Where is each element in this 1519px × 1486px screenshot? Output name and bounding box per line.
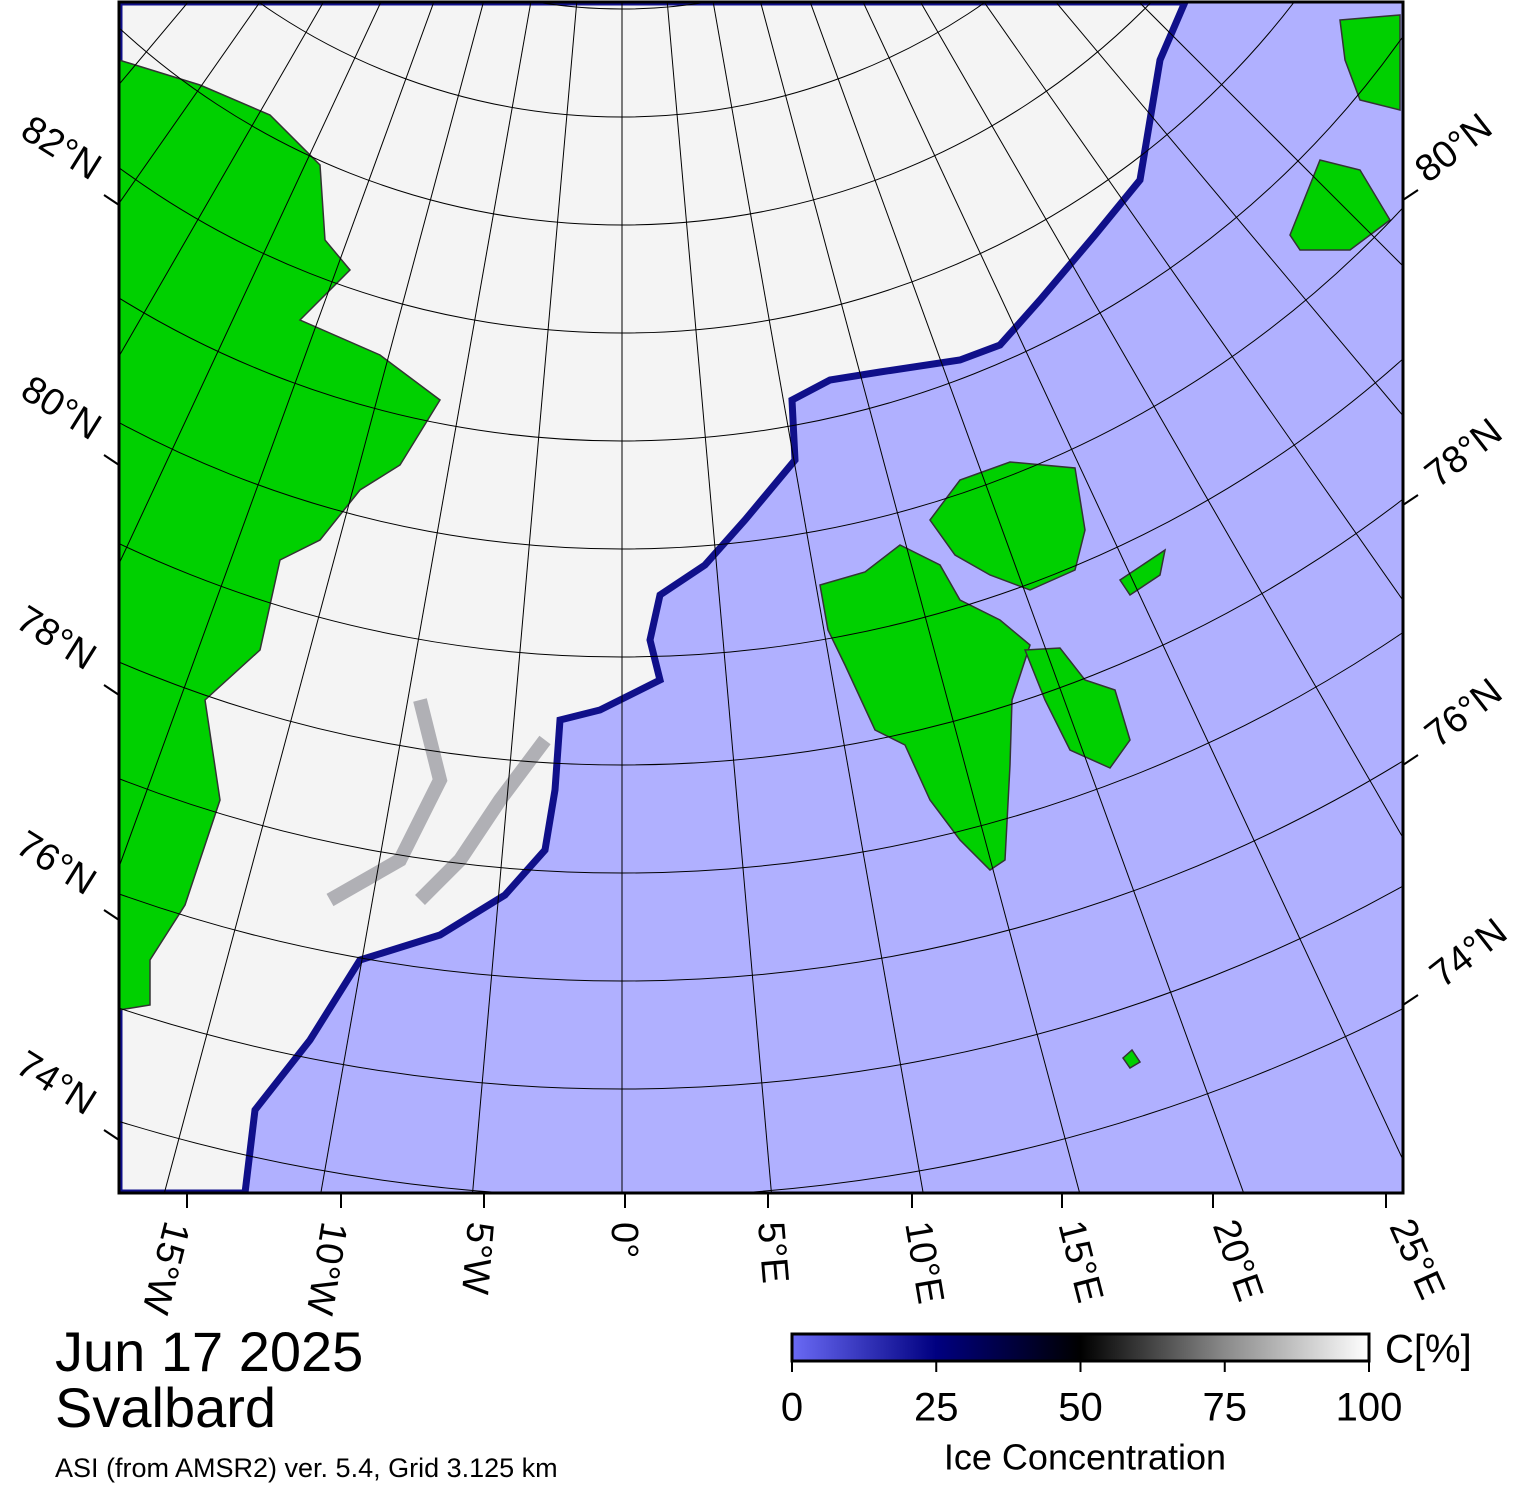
source: ASI (from AMSR2) ver. 5.4, Grid 3.125 km	[55, 1453, 558, 1483]
meridian	[712, 2, 924, 1193]
map-frame	[117, 0, 1405, 1195]
colorbar-label: Ice Concentration	[944, 1437, 1226, 1478]
meridian	[163, 2, 484, 1193]
greenland	[119, 59, 441, 1011]
meridian	[119, 2, 382, 565]
meridian	[666, 2, 772, 1193]
meridian	[809, 2, 1245, 1193]
lat-label: 80°N	[1407, 106, 1500, 191]
lon-label: 10°E	[896, 1218, 951, 1307]
colorbar-tick-label: 25	[914, 1386, 959, 1430]
bjornoya	[1122, 1048, 1142, 1070]
colorbar-tick-label: 0	[781, 1386, 803, 1430]
lon-label: 25°E	[1381, 1213, 1453, 1306]
lat-tick	[1402, 994, 1419, 1006]
lat-tick	[1402, 189, 1419, 201]
meridian	[320, 2, 532, 1193]
lat-tick	[103, 684, 120, 696]
lat-label: 76°N	[1417, 671, 1510, 756]
lat-label: 74°N	[9, 1043, 103, 1124]
date: Jun 17 2025	[55, 1320, 363, 1383]
lat-tick	[1402, 754, 1419, 766]
map-area	[119, 2, 1403, 1193]
kong-karls-land	[1118, 548, 1167, 597]
meridian	[472, 2, 578, 1193]
meridian	[1138, 2, 1403, 267]
lon-label: 0°	[603, 1222, 645, 1258]
lon-label: 15°E	[1050, 1216, 1111, 1307]
svalbard-edgeoya	[1023, 647, 1131, 769]
region: Svalbard	[55, 1376, 276, 1439]
svalbard-spitsbergen	[819, 544, 1031, 871]
lat-tick	[1402, 494, 1419, 506]
lat-tick	[103, 454, 120, 466]
colorbar-unit: C[%]	[1385, 1328, 1472, 1372]
meridian	[1055, 2, 1403, 417]
lat-label: 80°N	[14, 368, 108, 449]
lat-label: 78°N	[1417, 411, 1510, 496]
lat-tick	[103, 1129, 120, 1141]
lon-label: 15°W	[133, 1217, 197, 1318]
svalbard-nordaustlandet	[929, 461, 1086, 591]
colorbar-tick-label: 75	[1203, 1386, 1248, 1430]
meridian	[119, 2, 435, 869]
lat-tick	[103, 909, 120, 921]
lon-label: 20°E	[1204, 1214, 1271, 1306]
colorbar-ticks: 0 25 50 75 100	[781, 1361, 1403, 1430]
lon-label: 5°E	[749, 1220, 796, 1285]
colorbar-tick-label: 100	[1336, 1386, 1403, 1430]
lat-label: 78°N	[9, 598, 103, 679]
meridian	[919, 2, 1403, 839]
franz-josef-land	[1289, 14, 1401, 251]
graticule	[119, 2, 1403, 1193]
lat-label: 82°N	[14, 108, 108, 189]
lat-tick	[103, 194, 120, 206]
lat-label: 74°N	[1422, 911, 1515, 996]
colorbar-tick-label: 50	[1058, 1386, 1103, 1430]
lon-label: 5°W	[453, 1220, 501, 1296]
meridian	[983, 2, 1403, 602]
lat-label: 76°N	[9, 823, 103, 904]
ice-edge-dark	[326, 698, 551, 907]
colorbar	[790, 1332, 1371, 1363]
meridian	[862, 2, 1403, 1162]
meridian	[760, 2, 1081, 1193]
lon-label: 10°W	[298, 1219, 355, 1318]
